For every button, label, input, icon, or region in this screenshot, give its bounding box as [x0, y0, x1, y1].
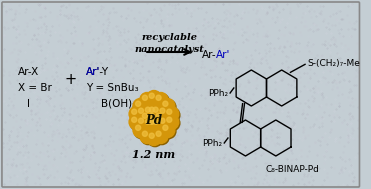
Circle shape: [134, 100, 149, 115]
Circle shape: [148, 106, 162, 121]
Text: Ar': Ar': [86, 67, 100, 77]
Circle shape: [160, 118, 165, 123]
Circle shape: [148, 92, 162, 107]
Circle shape: [145, 119, 150, 124]
Text: nanocatalyst: nanocatalyst: [135, 46, 204, 54]
Circle shape: [156, 95, 161, 100]
Circle shape: [143, 116, 157, 132]
Circle shape: [156, 131, 161, 136]
Circle shape: [165, 116, 180, 131]
Text: X = Br: X = Br: [17, 83, 52, 93]
Text: PPh₂: PPh₂: [202, 139, 222, 147]
Circle shape: [130, 108, 145, 123]
Circle shape: [133, 98, 148, 114]
Circle shape: [137, 107, 152, 122]
Circle shape: [144, 106, 158, 121]
Text: Y = SnBu₃: Y = SnBu₃: [86, 83, 138, 93]
Circle shape: [140, 129, 154, 143]
Text: Ar'-Y: Ar'-Y: [86, 67, 109, 77]
Circle shape: [164, 106, 179, 122]
Circle shape: [140, 92, 154, 108]
Text: C₈-BINAP-Pd: C₈-BINAP-Pd: [265, 166, 319, 174]
Text: Ar-: Ar-: [202, 50, 216, 60]
Circle shape: [151, 116, 165, 132]
Text: I: I: [27, 99, 30, 109]
Text: Ar': Ar': [216, 50, 231, 60]
Circle shape: [135, 125, 141, 130]
Circle shape: [155, 112, 169, 127]
Circle shape: [132, 117, 137, 122]
Circle shape: [165, 108, 180, 123]
Circle shape: [149, 107, 154, 112]
Circle shape: [130, 116, 145, 131]
Circle shape: [129, 106, 144, 122]
Circle shape: [158, 107, 173, 122]
Circle shape: [132, 109, 137, 114]
Circle shape: [145, 107, 150, 112]
Circle shape: [163, 125, 168, 130]
Circle shape: [147, 116, 161, 132]
Circle shape: [133, 122, 148, 138]
Circle shape: [147, 105, 161, 119]
Circle shape: [160, 108, 165, 113]
Circle shape: [154, 129, 168, 143]
Circle shape: [134, 124, 149, 139]
Circle shape: [149, 93, 154, 98]
Circle shape: [163, 101, 168, 106]
Circle shape: [148, 118, 162, 133]
Circle shape: [155, 130, 169, 145]
Circle shape: [141, 94, 155, 109]
Circle shape: [167, 109, 172, 114]
Circle shape: [151, 105, 165, 119]
Circle shape: [135, 101, 141, 106]
Text: +: +: [64, 73, 76, 88]
Circle shape: [140, 111, 154, 125]
Circle shape: [147, 91, 161, 105]
Circle shape: [160, 98, 175, 114]
Circle shape: [136, 105, 151, 121]
Circle shape: [148, 112, 162, 127]
Circle shape: [157, 115, 172, 130]
Circle shape: [137, 117, 152, 132]
Text: B(OH)₂: B(OH)₂: [101, 99, 137, 109]
Circle shape: [143, 105, 157, 119]
Circle shape: [142, 95, 147, 100]
Circle shape: [154, 92, 168, 108]
Circle shape: [167, 117, 172, 122]
Circle shape: [136, 115, 151, 130]
Circle shape: [142, 131, 147, 136]
Text: PPh₂: PPh₂: [208, 88, 228, 98]
Circle shape: [155, 94, 169, 109]
Circle shape: [149, 113, 154, 118]
Circle shape: [157, 105, 172, 121]
Circle shape: [141, 130, 155, 145]
Circle shape: [154, 111, 168, 125]
Circle shape: [152, 118, 166, 133]
Circle shape: [148, 132, 162, 147]
Circle shape: [153, 119, 158, 124]
Circle shape: [147, 130, 161, 146]
Circle shape: [142, 113, 147, 118]
Text: Pd: Pd: [145, 115, 162, 128]
Circle shape: [153, 107, 158, 112]
Text: recyclable: recyclable: [141, 33, 197, 43]
Circle shape: [164, 115, 179, 129]
Circle shape: [161, 100, 176, 115]
Circle shape: [144, 118, 158, 133]
Text: Ar-X: Ar-X: [17, 67, 39, 77]
Circle shape: [147, 111, 161, 125]
Circle shape: [138, 108, 144, 113]
Circle shape: [156, 113, 161, 118]
Circle shape: [161, 124, 176, 139]
Circle shape: [149, 119, 154, 124]
Circle shape: [152, 106, 166, 121]
Circle shape: [149, 133, 154, 138]
Text: S-(CH₂)₇-Me: S-(CH₂)₇-Me: [307, 59, 360, 68]
Text: 1.2 nm: 1.2 nm: [132, 149, 175, 160]
Circle shape: [129, 115, 144, 129]
Circle shape: [141, 112, 155, 127]
Circle shape: [138, 118, 144, 123]
Circle shape: [158, 117, 173, 132]
Circle shape: [160, 122, 175, 138]
